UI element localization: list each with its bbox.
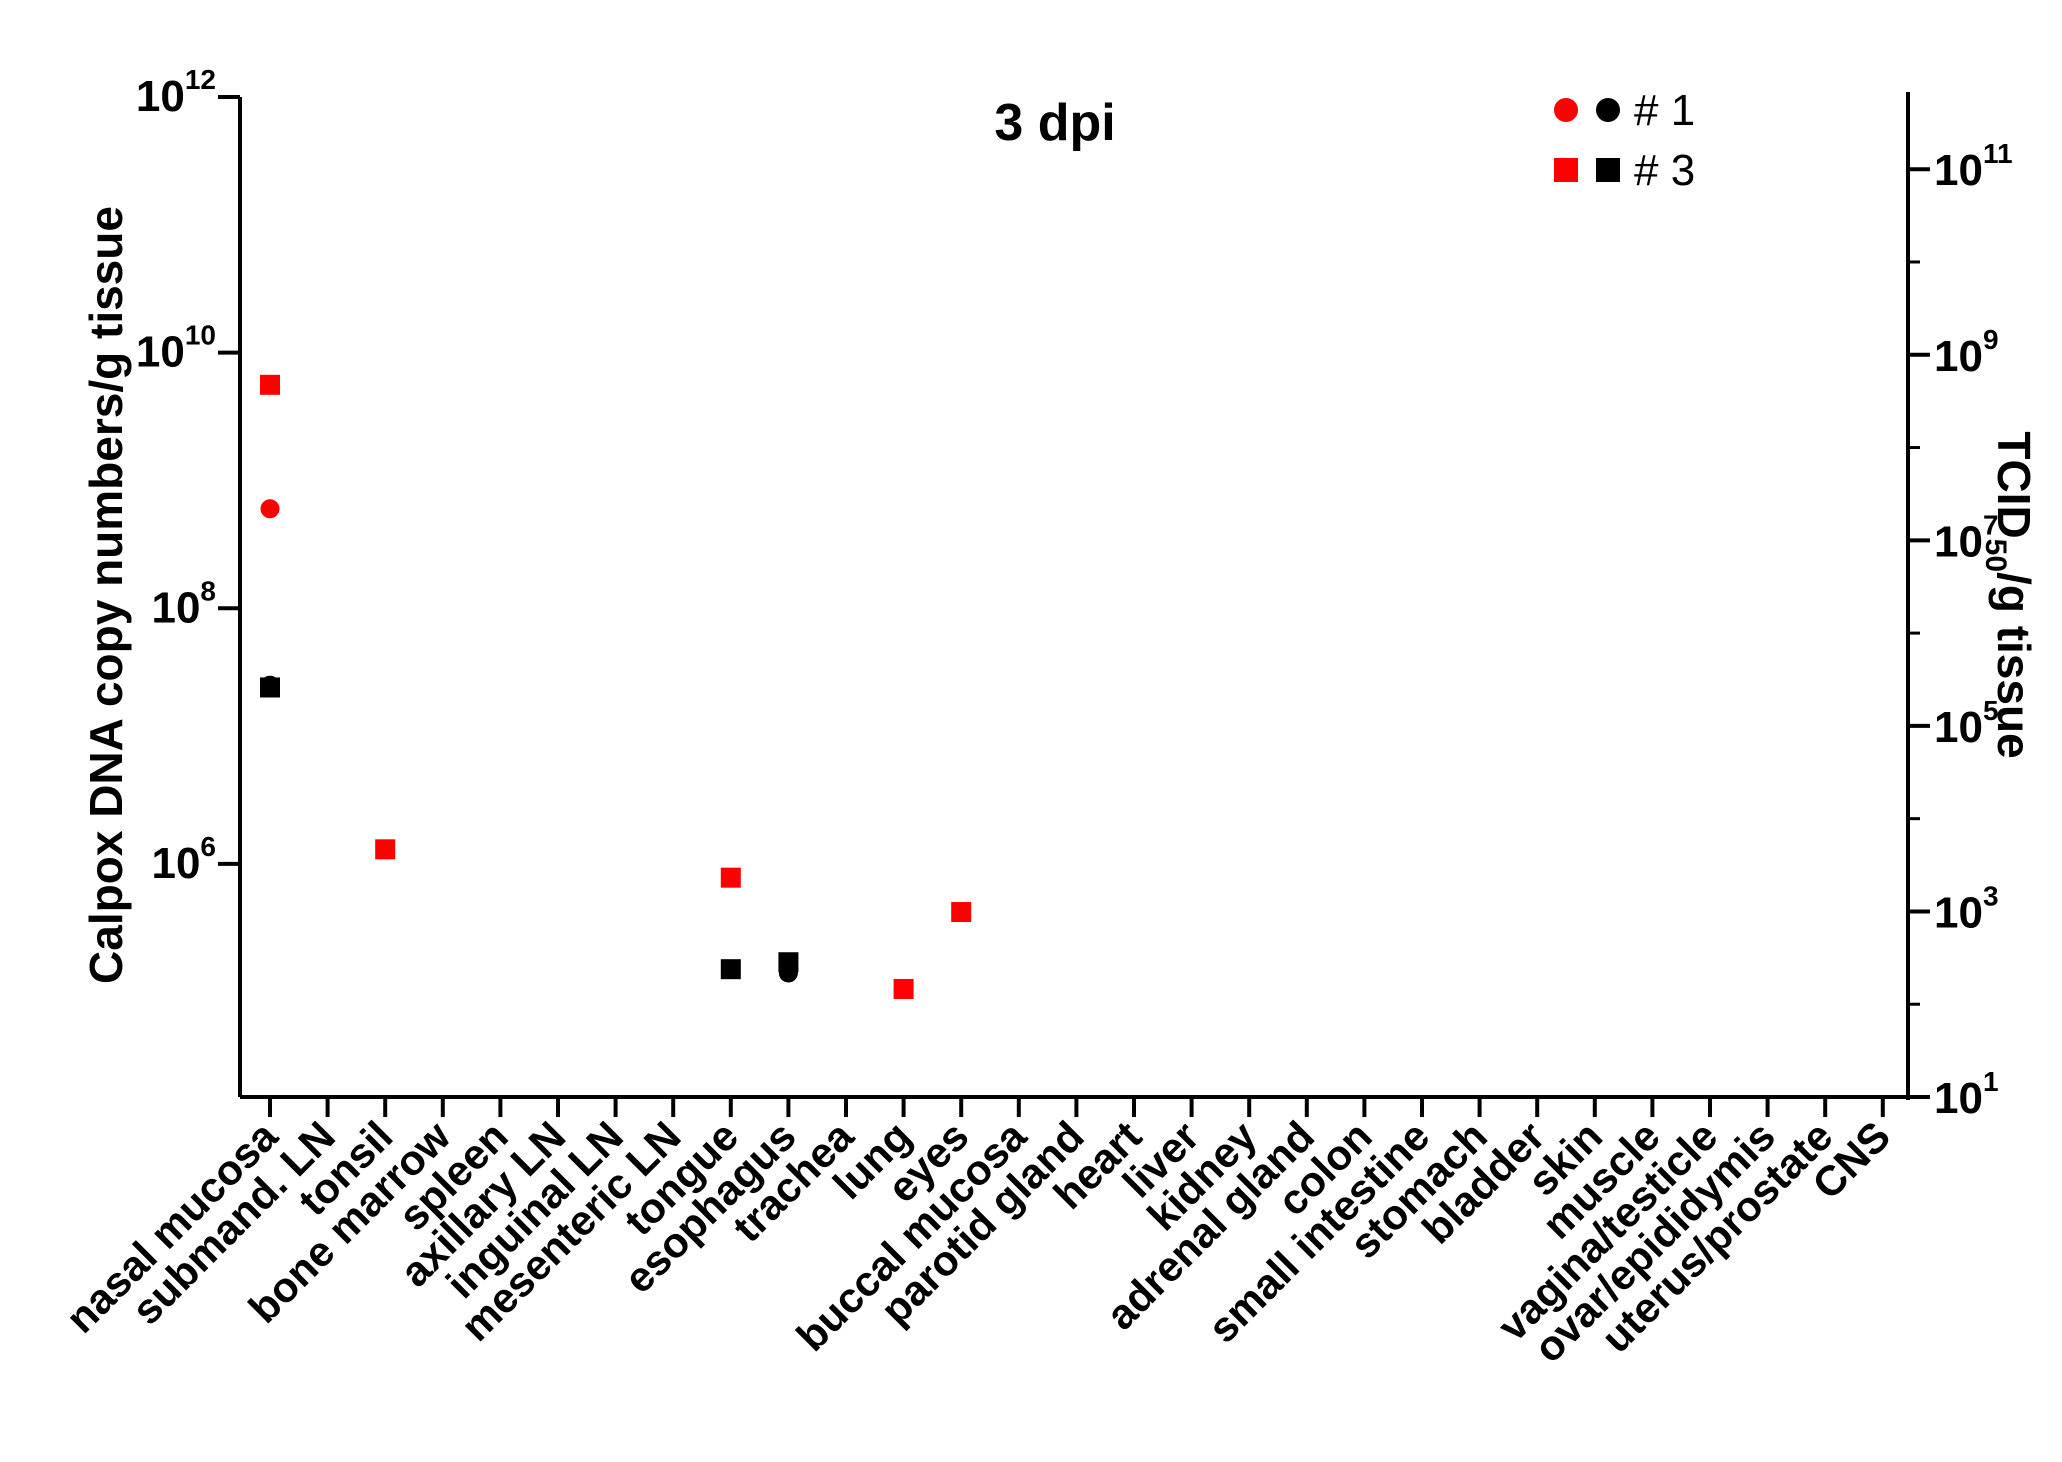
legend: # 1# 3	[1554, 86, 1695, 195]
chart-title: 3 dpi	[994, 94, 1115, 152]
data-point-square	[260, 677, 280, 698]
legend-circle-marker	[1554, 98, 1578, 122]
y-tick-label: 108	[151, 575, 216, 632]
y2-tick-exponent: 7	[1983, 509, 1999, 540]
x-ticks	[268, 1097, 1885, 1117]
legend-square-marker	[1596, 158, 1620, 182]
y2-tick-base: 10	[1934, 332, 1983, 381]
y-tick-base: 10	[136, 328, 185, 377]
y-tick-exponent: 10	[185, 320, 216, 351]
y2-tick-label: 109	[1934, 324, 1999, 381]
data-point-square	[893, 978, 914, 999]
y2-tick-exponent: 3	[1983, 880, 1999, 911]
y2-tick-exponent: 9	[1983, 324, 1999, 355]
y2-tick-base: 10	[1934, 146, 1983, 195]
y2-axis-title-main: TCID	[1988, 431, 2040, 538]
y2-tick-base: 10	[1934, 703, 1983, 752]
data-point-square	[260, 374, 280, 395]
y2-axis-title-rest: /g tissue	[1988, 572, 2040, 759]
y2-tick-base: 10	[1934, 888, 1983, 937]
data-point-circle	[260, 499, 280, 519]
y-tick-label: 1012	[136, 64, 216, 121]
y2-tick-label: 103	[1934, 880, 1999, 937]
y2-tick-label: 107	[1934, 509, 1999, 566]
y-tick-exponent: 8	[200, 575, 216, 606]
data-point-square	[778, 952, 799, 973]
y-tick-base: 10	[151, 839, 200, 888]
y-axis-title: Calpox DNA copy numbers/g tissue	[80, 206, 132, 984]
legend-label: # 3	[1634, 146, 1695, 195]
legend-square-marker	[1554, 158, 1578, 182]
y2-tick-base: 10	[1934, 1074, 1983, 1123]
y2-tick-exponent: 1	[1983, 1066, 1999, 1097]
y-tick-base: 10	[151, 583, 200, 632]
data-point-square	[375, 839, 396, 860]
axes	[238, 92, 1910, 1100]
y-tick-exponent: 6	[200, 831, 216, 862]
y2-axis-title: TCID50/g tissue	[1979, 431, 2040, 758]
y2-tick-label: 105	[1934, 695, 1999, 752]
legend-label: # 1	[1634, 86, 1695, 135]
y2-tick-label: 1011	[1934, 138, 2013, 195]
y2-tick-base: 10	[1934, 517, 1983, 566]
data-point-square	[720, 867, 741, 888]
y2-tick-label: 101	[1934, 1066, 1999, 1123]
y2-axis-title-sub: 50	[1979, 539, 2012, 572]
y-tick-base: 10	[136, 72, 185, 121]
y-tick-label: 1010	[136, 320, 216, 377]
y-tick-exponent: 12	[185, 64, 216, 95]
legend-circle-marker	[1596, 98, 1620, 122]
y2-tick-exponent: 5	[1983, 695, 1999, 726]
data-point-square	[951, 902, 972, 923]
y2-tick-exponent: 11	[1983, 138, 2013, 169]
data-points	[260, 374, 972, 999]
y-tick-label: 106	[151, 831, 216, 888]
data-point-square	[720, 959, 741, 980]
